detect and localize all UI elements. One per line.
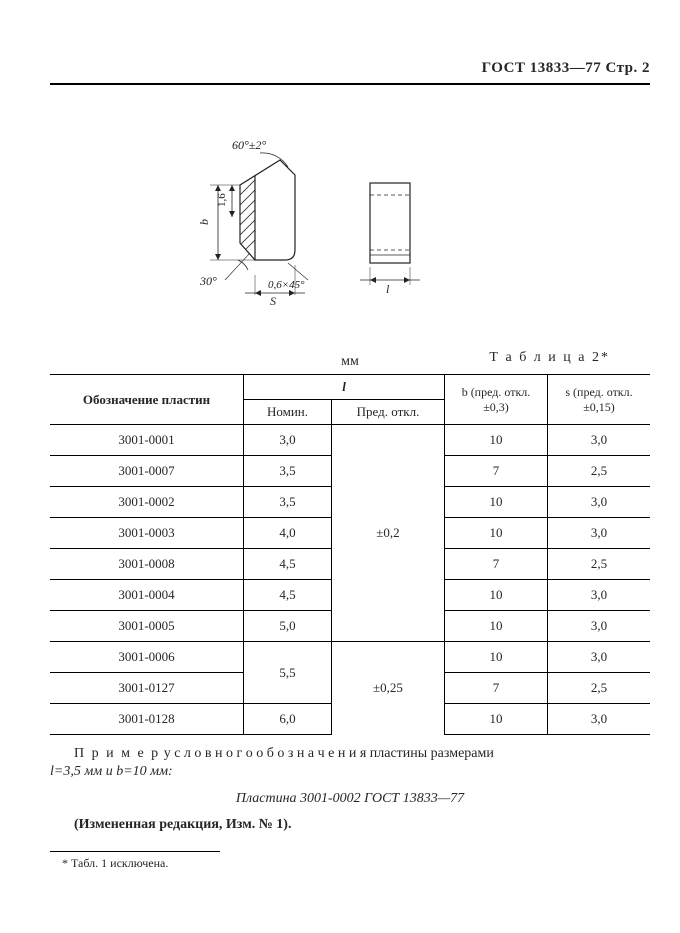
col-b: b (пред. откл. ±0,3) <box>445 375 548 425</box>
example-block: П р и м е р у с л о в н о г о о б о з н … <box>50 745 650 781</box>
col-l-group: l <box>244 375 445 400</box>
svg-text:S: S <box>270 294 276 305</box>
col-tolerance: Пред. откл. <box>332 400 445 425</box>
footnote: * Табл. 1 исключена. <box>62 856 650 871</box>
example-params: l=3,5 мм и b=10 мм: <box>50 764 173 779</box>
doc-header: ГОСТ 13833—77 Стр. 2 <box>50 60 650 85</box>
svg-text:60°±2°: 60°±2° <box>232 138 266 152</box>
tol-group-1: ±0,2 <box>332 425 445 642</box>
tol-group-2: ±0,25 <box>332 642 445 735</box>
svg-text:1,6: 1,6 <box>216 193 228 207</box>
svg-text:0,6×45°: 0,6×45° <box>268 279 305 291</box>
revision-note: (Измененная редакция, Изм. № 1). <box>74 817 650 833</box>
table-row: 3001-0001 3,0 ±0,2 10 3,0 <box>50 425 650 456</box>
page-content: ГОСТ 13833—77 Стр. 2 60°±2° <box>50 60 650 871</box>
example-designation: Пластина 3001-0002 ГОСТ 13833—77 <box>50 791 650 807</box>
col-s: s (пред. откл. ±0,15) <box>548 375 651 425</box>
technical-drawing: 60°±2° b 1,6 30° 0,6×45° <box>160 125 650 310</box>
footnote-rule <box>50 851 220 852</box>
example-lead: П р и м е р <box>74 746 160 761</box>
table-row: 3001-0006 5,5 ±0,25 10 3,0 <box>50 642 650 673</box>
col-nominal: Номин. <box>244 400 332 425</box>
svg-text:b: b <box>197 219 211 225</box>
svg-text:30°: 30° <box>199 274 217 288</box>
dimensions-table: Обозначение пластин l b (пред. откл. ±0,… <box>50 374 650 735</box>
svg-text:l: l <box>386 282 390 296</box>
col-designation: Обозначение пластин <box>50 375 244 425</box>
